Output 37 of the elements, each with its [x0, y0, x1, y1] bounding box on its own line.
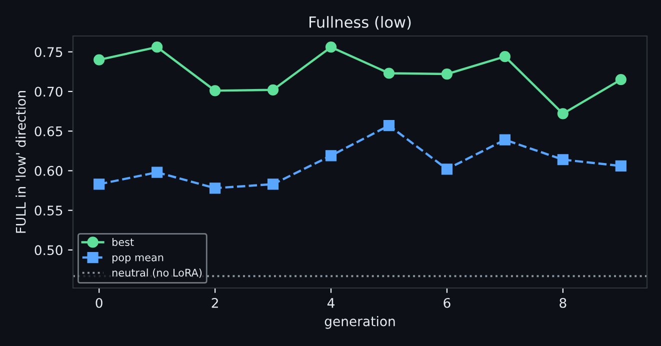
x-axis-title: generation [324, 316, 395, 329]
point [615, 74, 626, 86]
x-tick-label: 4 [327, 298, 334, 308]
point [499, 51, 511, 62]
chart-title: Fullness (low) [310, 16, 411, 30]
point [267, 178, 279, 190]
point [152, 42, 163, 53]
x-tick-label: 6 [444, 298, 450, 308]
point [94, 178, 105, 190]
point [441, 68, 453, 80]
point [94, 54, 105, 66]
point [615, 160, 626, 172]
point [152, 166, 163, 178]
y-tick-label: 0.70 [34, 86, 62, 97]
x-tick-label: 0 [96, 298, 102, 308]
point [557, 108, 568, 120]
ref-line-label: neutral (no LoRA) [112, 268, 202, 278]
point [209, 182, 221, 194]
point [325, 42, 337, 53]
y-tick-label: 0.55 [34, 206, 62, 216]
point [441, 164, 453, 175]
point [267, 84, 279, 96]
y-tick-label: 0.75 [34, 47, 62, 58]
point [557, 154, 568, 166]
legend-label: pop mean [112, 255, 164, 264]
y-tick-label: 0.60 [34, 166, 62, 176]
x-tick-label: 2 [212, 298, 218, 308]
legend-label: best [112, 238, 134, 246]
point [209, 85, 221, 96]
point [499, 134, 511, 146]
y-tick-label: 0.65 [34, 126, 62, 136]
y-tick-label: 0.50 [34, 245, 62, 256]
y-axis-title: FULL in 'low' direction [16, 91, 26, 233]
x-tick-label: 8 [560, 298, 566, 308]
point [325, 150, 337, 162]
point [383, 120, 395, 132]
point [383, 68, 395, 79]
